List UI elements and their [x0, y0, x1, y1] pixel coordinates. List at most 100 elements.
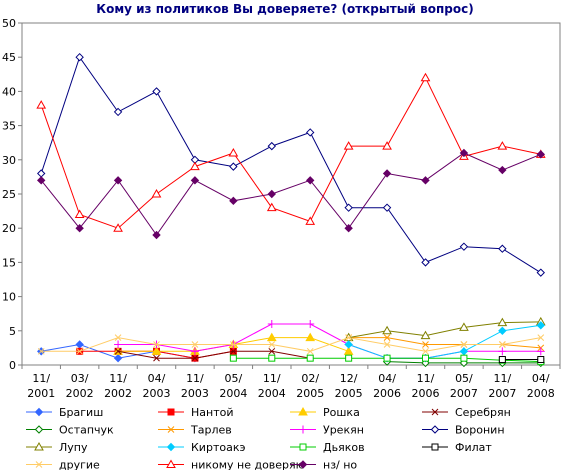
x-tick-label-line1: 05/	[225, 372, 243, 385]
series-13-point	[74, 209, 85, 219]
series-7-point	[344, 203, 353, 212]
x-tick-label-line1: 11/	[263, 372, 281, 385]
y-tick-label: 45	[2, 51, 16, 64]
x-tick-label-line2: 2006	[412, 387, 440, 400]
series-12-point	[114, 334, 122, 341]
series-3-point	[191, 354, 199, 362]
series-7-point	[536, 268, 545, 277]
series-14-point	[37, 176, 46, 185]
legend-swatch-marker	[166, 442, 176, 452]
legend-label: нз/ но	[323, 459, 357, 470]
legend-item: Лупу	[26, 441, 88, 454]
series-8-point	[420, 330, 431, 340]
series-14-point	[382, 169, 392, 178]
legend-swatch-marker	[34, 407, 44, 417]
series-8-line	[348, 321, 541, 339]
series-14-point	[267, 189, 276, 199]
series-13-point	[305, 216, 316, 225]
series-6-point	[190, 347, 199, 356]
x-tick-label-line2: 2004	[219, 387, 247, 400]
x-tick-label-line2: 2005	[335, 387, 363, 400]
series-12-point	[345, 334, 352, 341]
series-10-point	[229, 354, 237, 362]
y-tick-label: 15	[2, 256, 16, 269]
legend-item: Дьяков	[290, 441, 365, 454]
series-2-point	[151, 346, 162, 355]
series-14-group	[37, 148, 545, 240]
legend-label: Тарлев	[190, 424, 232, 437]
series-5-point	[383, 334, 391, 341]
series-13-point	[113, 223, 123, 232]
series-10-point	[460, 354, 468, 362]
series-7-point	[37, 169, 46, 178]
legend-label: Воронин	[455, 424, 505, 437]
series-10-point	[306, 354, 314, 362]
series-7-point	[75, 52, 84, 62]
legend-item: Брагиш	[26, 406, 103, 419]
series-10-point	[268, 354, 276, 362]
series-13-point	[190, 161, 200, 171]
series-8-point	[382, 325, 392, 335]
legend-item: Урекян	[290, 424, 364, 437]
y-tick-label: 25	[2, 188, 16, 201]
legend-label: Урекян	[323, 424, 364, 437]
series-14-point	[75, 223, 84, 233]
legend-label: Лупу	[59, 441, 88, 454]
series-12-point	[76, 347, 83, 355]
y-tick-label: 50	[2, 17, 16, 30]
legend-label: Дьяков	[323, 441, 365, 454]
series-8-point	[497, 317, 508, 327]
series-3-group	[114, 347, 314, 362]
series-10-point	[383, 354, 391, 362]
series-2-point	[343, 346, 354, 355]
series-2-point	[266, 332, 277, 342]
series-10-point	[345, 354, 353, 362]
series-14-point	[459, 148, 469, 158]
chart-title: Кому из политиков Вы доверяете? (открыты…	[96, 2, 473, 16]
legend-item: нз/ но	[290, 459, 357, 470]
y-tick-label: 35	[2, 120, 16, 133]
series-14-line	[40, 152, 541, 236]
series-5-line	[348, 337, 541, 349]
series-7-group	[37, 52, 545, 277]
series-12-point	[37, 347, 45, 355]
legend-swatch-marker	[299, 425, 307, 434]
series-14-point	[498, 165, 507, 175]
legend-swatch-marker	[298, 406, 308, 416]
x-tick-label-line1: 04/	[532, 372, 550, 385]
series-3-line	[118, 350, 311, 359]
x-tick-label-line2: 2002	[104, 387, 132, 400]
legend-label: Остапчук	[59, 424, 114, 437]
series-3-point	[153, 354, 160, 362]
series-13-point	[151, 188, 162, 198]
series-9-group	[344, 321, 545, 363]
legend-item: Тарлев	[158, 424, 232, 437]
series-12-point	[306, 347, 314, 355]
series-6-point	[267, 319, 276, 328]
series-13-line	[40, 76, 541, 229]
series-12-point	[268, 341, 276, 348]
x-tick-label-line1: 11/	[32, 372, 50, 385]
series-6-point	[114, 340, 123, 349]
series-7-point	[459, 242, 469, 251]
x-tick-label-line1: 03/	[71, 372, 89, 385]
x-tick-label-line2: 2006	[373, 387, 401, 400]
series-7-point	[498, 244, 507, 253]
legend-item: Киртоакэ	[158, 441, 246, 454]
series-12-point	[422, 347, 429, 355]
x-tick-label-line1: 11/	[109, 372, 127, 385]
legend-item: Рошка	[290, 406, 360, 419]
series-3-point	[268, 347, 276, 355]
x-tick-label-line1: 12/	[340, 372, 358, 385]
series-14-point	[190, 176, 200, 185]
series-7-point	[229, 162, 238, 171]
series-14-point	[306, 176, 315, 185]
x-tick-label-line2: 2005	[296, 387, 324, 400]
series-12-point	[537, 334, 545, 341]
series-12-point	[499, 341, 506, 348]
x-tick-label-line2: 2008	[527, 387, 555, 400]
series-6-point	[498, 347, 507, 356]
series-12-point	[460, 341, 468, 348]
series-7-point	[421, 258, 430, 267]
legend-swatch-marker	[430, 425, 440, 434]
